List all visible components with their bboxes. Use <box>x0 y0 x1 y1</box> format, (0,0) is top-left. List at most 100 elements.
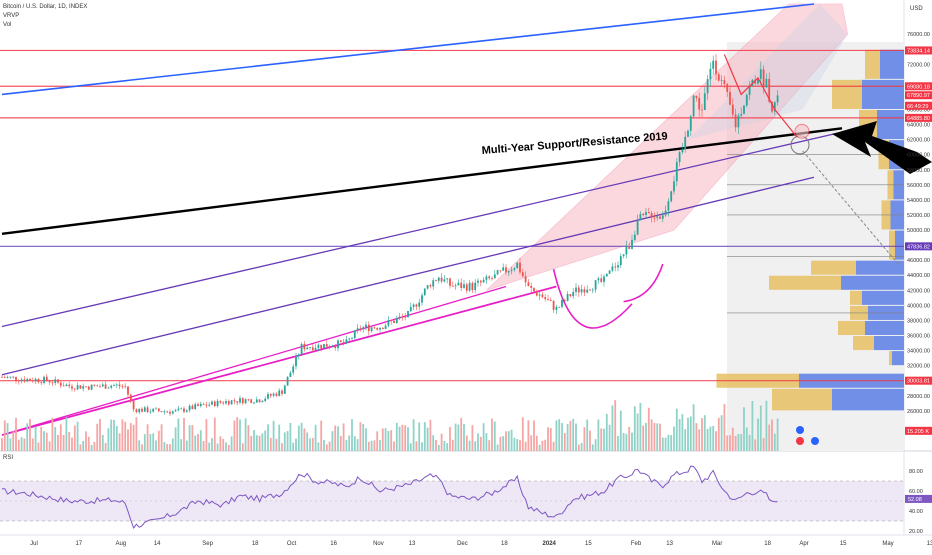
candle-body <box>586 289 589 293</box>
candle-body <box>527 282 530 287</box>
volume-bar <box>85 431 87 451</box>
volume-profile-up-bar <box>889 351 892 366</box>
candle-body <box>328 346 331 348</box>
volume-bar <box>163 442 166 451</box>
volume-bar <box>174 427 177 451</box>
volume-bar <box>141 444 143 451</box>
volume-bar <box>421 442 423 451</box>
volume-bar <box>110 419 113 451</box>
candle-body <box>463 284 465 288</box>
volume-bar <box>631 432 633 451</box>
volume-bar <box>37 442 40 451</box>
volume-profile-up-bar <box>889 230 895 260</box>
candle-body <box>258 399 261 403</box>
volume-bar <box>740 433 743 451</box>
candle-body <box>345 339 348 344</box>
volume-bar <box>339 435 342 451</box>
volume-bar <box>418 422 421 451</box>
candle-body <box>387 320 390 326</box>
candle-body <box>381 327 384 329</box>
candle-body <box>493 274 496 279</box>
candle-body <box>213 401 216 407</box>
volume-bar <box>34 426 37 451</box>
candle-body <box>692 95 695 117</box>
volume-bar <box>474 441 477 451</box>
volume-bar <box>169 444 171 451</box>
candle-body <box>367 324 370 332</box>
volume-bar <box>521 417 524 451</box>
candle-body <box>87 386 90 390</box>
volume-bar <box>745 427 748 451</box>
candle-body <box>365 324 367 328</box>
volume-bar <box>642 425 645 451</box>
indicator-vrvp-label[interactable]: VRVP <box>3 13 20 19</box>
candle-body <box>566 294 569 301</box>
candle-body <box>426 285 429 289</box>
volume-bar <box>435 439 437 451</box>
candle-body <box>51 382 54 384</box>
volume-bar <box>527 420 530 451</box>
volume-bar <box>199 430 202 451</box>
volume-bar <box>507 431 510 451</box>
volume-profile-down-bar <box>832 388 904 411</box>
volume-bar <box>334 425 337 451</box>
volume-bar <box>409 443 412 451</box>
price-tick-label: 42000.00 <box>907 288 930 294</box>
price-label-box <box>905 376 932 385</box>
candle-body <box>443 279 446 282</box>
volume-bar <box>247 425 250 451</box>
candle-body <box>303 343 306 350</box>
candle-body <box>650 213 653 218</box>
volume-bar <box>594 439 597 451</box>
candle-body <box>633 234 636 240</box>
time-tick-label: May <box>882 541 893 547</box>
volume-bar <box>471 425 474 451</box>
magenta-ascending-line <box>1 285 507 436</box>
volume-profile-down-bar <box>862 290 904 305</box>
candle-body <box>12 376 15 378</box>
candle-body <box>306 347 309 350</box>
candle-body <box>79 385 82 389</box>
volume-bar <box>407 427 409 451</box>
volume-bar <box>348 435 351 451</box>
candle-body <box>96 385 99 387</box>
price-label-box <box>905 242 932 251</box>
purple-channel-upper <box>1 131 843 328</box>
volume-bar <box>79 444 82 451</box>
volume-profile-down-bar <box>841 275 904 290</box>
volume-profile-up-bar <box>769 275 841 290</box>
indicator-vol-label[interactable]: Vol <box>3 22 12 28</box>
volume-bar <box>645 422 647 451</box>
candle-body <box>597 278 600 281</box>
volume-bar <box>664 437 667 451</box>
candle-body <box>163 411 166 413</box>
volume-bar <box>675 408 678 451</box>
volume-bar <box>748 434 751 451</box>
candle-body <box>745 94 748 106</box>
volume-bar <box>104 443 107 451</box>
volume-bar <box>558 419 561 451</box>
candle-body <box>241 398 244 404</box>
candle-body <box>622 254 625 257</box>
volume-bar <box>530 435 533 451</box>
candle-body <box>647 212 650 214</box>
candle-body <box>580 289 583 293</box>
candle-body <box>608 270 611 274</box>
candle-body <box>499 270 502 272</box>
candle-body <box>205 404 208 406</box>
volume-bar <box>454 423 457 451</box>
candle-body <box>138 408 141 413</box>
candle-body <box>289 372 292 378</box>
volume-bar <box>51 417 54 451</box>
price-tick-label: 26000.00 <box>907 409 930 415</box>
volume-bar <box>561 422 563 451</box>
volume-bar <box>493 421 496 451</box>
candle-body <box>149 411 152 413</box>
volume-bar <box>76 421 79 451</box>
purple-channel-lower <box>1 176 815 376</box>
volume-bar <box>362 423 365 451</box>
candle-body <box>239 398 241 403</box>
volume-bar <box>20 437 23 451</box>
